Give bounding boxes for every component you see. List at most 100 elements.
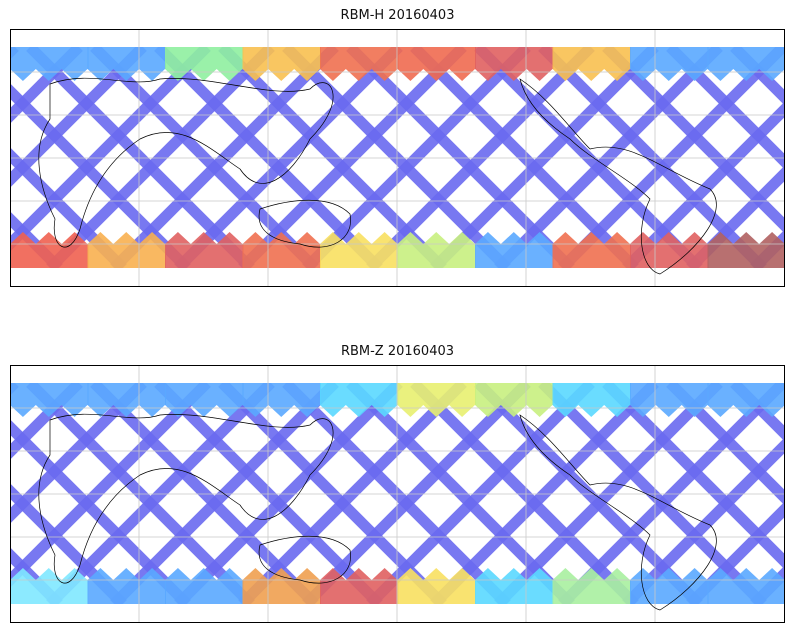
swath-track [430,47,659,268]
swath-track [10,383,211,588]
south-band-cell [87,244,166,268]
map-frame [10,365,785,623]
north-band-cell [707,47,785,69]
south-band-tooth [759,232,785,244]
south-band-cell [397,244,476,268]
north-band-cell [552,47,631,69]
south-band-tooth [630,232,656,244]
swath-track [46,383,275,604]
swath-track [666,47,785,170]
south-band-cell [707,244,785,268]
north-band-cell [87,47,166,69]
south-band-tooth [423,232,450,244]
swath-track [46,47,275,268]
south-band-cell [475,580,554,604]
swath-track [558,47,785,268]
north-band-cell [397,47,476,69]
south-band-cell [87,580,166,604]
swath-track [730,383,785,442]
south-band-tooth [759,568,785,580]
south-band-tooth [139,568,165,580]
coastline [258,199,351,248]
north-band-tooth [397,69,424,81]
north-band-tooth [655,69,682,81]
south-band-cell [397,580,476,604]
north-band-cell [630,383,709,405]
south-band-tooth [216,568,243,580]
swath-track [730,47,785,106]
swath-track [238,383,467,604]
swath-track [494,47,723,268]
swath-layer [10,47,785,268]
south-band-tooth [10,232,36,244]
south-band-tooth [139,232,165,244]
south-band-tooth [87,568,114,580]
north-band-cell [10,383,89,405]
coastline [519,414,717,611]
south-band-tooth [35,568,62,580]
south-band-tooth [61,232,88,244]
south-band-cell [320,580,399,604]
swath-track [174,383,403,604]
south-band-tooth [268,232,295,244]
swath-track [602,383,785,570]
south-band-tooth [707,568,734,580]
south-band-tooth [10,568,36,580]
swath-track [10,47,83,124]
south-band-tooth [113,232,140,244]
south-band-cell [552,244,631,268]
south-band-tooth [681,568,708,580]
north-band-cell [87,383,166,405]
swath-track [686,501,785,604]
south-band-tooth [397,568,424,580]
south-band-cell [165,244,244,268]
map-frame [10,29,785,287]
north-band-cell [320,383,399,405]
swath-track [558,383,785,604]
swath-track [622,101,785,268]
swath-track [110,383,339,604]
south-band-cell [10,244,89,268]
north-band-tooth [707,69,734,81]
coastline [38,77,334,248]
north-band-cell [475,383,554,405]
south-band-tooth [707,232,734,244]
north-band-tooth [578,405,605,417]
south-band-tooth [449,232,475,244]
top-map-title: RBM-H 20160403 [340,8,455,23]
swath-track [686,165,785,268]
swath-track [110,47,339,268]
north-band-tooth [655,405,682,417]
north-band-cell [630,47,709,69]
swath-track [366,47,595,268]
coastline [258,535,351,584]
south-band-cell [10,580,89,604]
north-band-tooth [526,405,553,417]
swath-track [622,437,785,604]
coastline [519,78,717,275]
south-band-tooth [87,232,114,244]
south-band-tooth [294,568,320,580]
swath-track [430,383,659,604]
south-band-tooth [733,568,760,580]
south-band-tooth [630,568,656,580]
swath-track [10,383,83,460]
south-band-tooth [475,568,501,580]
south-band-tooth [216,232,243,244]
north-band-tooth [10,405,36,417]
south-band-cell [320,244,399,268]
rbm-z-map [10,365,785,623]
swath-track [238,47,467,268]
south-band-tooth [268,568,295,580]
south-band-tooth [345,568,372,580]
south-band-tooth [397,232,424,244]
north-band-cell [475,47,554,69]
south-band-tooth [655,568,682,580]
south-band-tooth [61,568,88,580]
south-band-cell [242,580,321,604]
north-band-cell [165,47,244,69]
south-band-tooth [165,232,191,244]
north-band-cell [10,47,89,69]
south-band-tooth [242,568,269,580]
south-band-tooth [294,232,320,244]
